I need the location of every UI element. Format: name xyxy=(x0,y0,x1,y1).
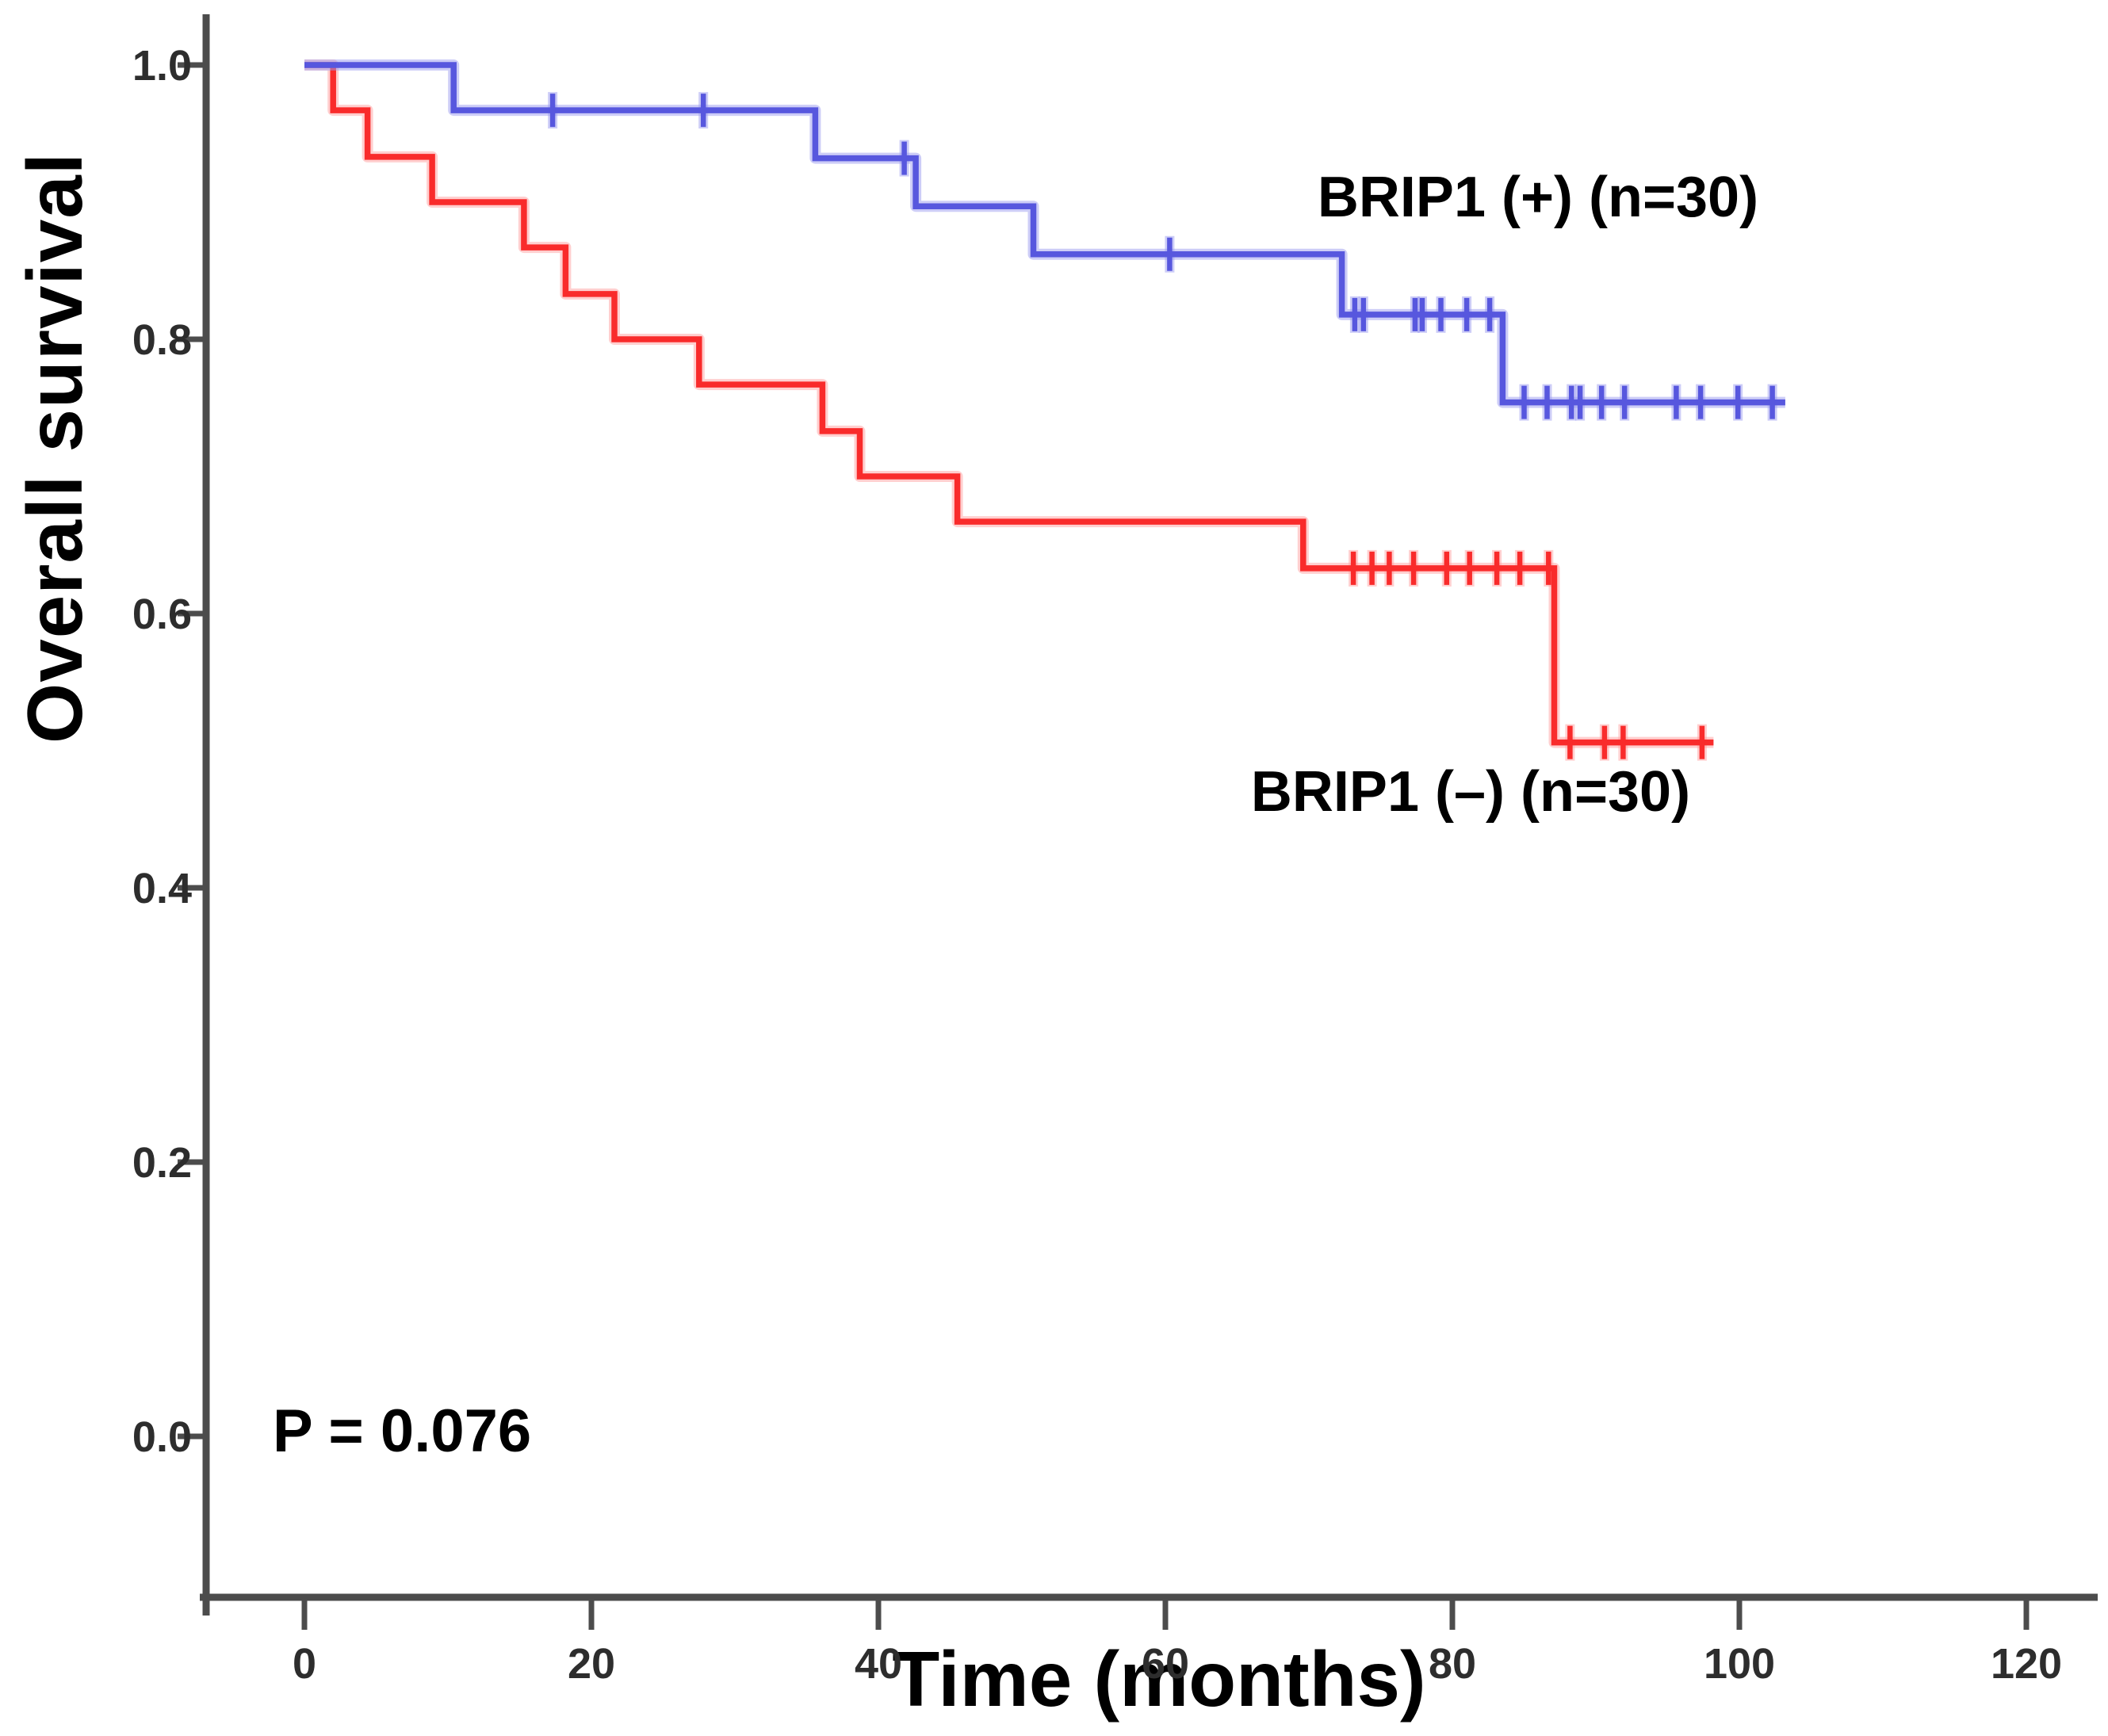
y-axis-title: Overall survival xyxy=(11,151,98,744)
x-tick-label: 100 xyxy=(1703,1640,1776,1688)
x-tick-label: 60 xyxy=(1141,1640,1190,1688)
series-label-brip1-negative: BRIP1 (–) (n=30) xyxy=(1250,760,1691,824)
x-axis-title: Time (months) xyxy=(892,1635,1426,1723)
series-label-brip1-positive: BRIP1 (+) (n=30) xyxy=(1317,166,1759,229)
y-tick-label: 0.4 xyxy=(132,865,192,912)
y-tick-label: 0.6 xyxy=(132,591,192,638)
x-tick-label: 0 xyxy=(292,1640,317,1688)
y-tick-label: 0.8 xyxy=(132,316,192,364)
y-tick-label: 1.0 xyxy=(132,42,192,90)
x-tick-label: 80 xyxy=(1428,1640,1477,1688)
x-tick-label: 20 xyxy=(567,1640,616,1688)
y-tick-label: 0.0 xyxy=(132,1413,192,1461)
x-tick-label: 120 xyxy=(1990,1640,2063,1688)
p-value-annotation: P = 0.076 xyxy=(273,1398,532,1465)
x-tick-label: 40 xyxy=(854,1640,903,1688)
y-tick-label: 0.2 xyxy=(132,1139,192,1187)
